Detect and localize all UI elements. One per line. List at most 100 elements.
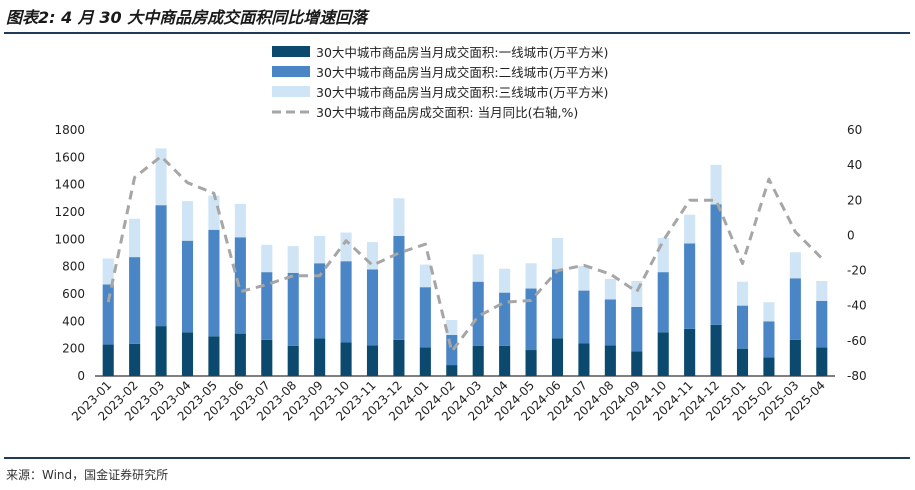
bar-tier3 [234, 203, 246, 238]
bar-tier2 [604, 299, 616, 346]
chart: 020040060080010001200140016001800-80-60-… [54, 45, 867, 424]
bar-tier3 [763, 302, 775, 322]
y2-tick-label: -20 [847, 264, 867, 278]
bar-tier3 [393, 198, 405, 236]
y-tick-label: 800 [62, 260, 85, 274]
bar-tier3 [446, 319, 458, 335]
bar-tier2 [499, 292, 511, 346]
y-tick-label: 1000 [54, 232, 85, 246]
bar-tier1 [234, 333, 246, 376]
bar-tier1 [446, 365, 458, 376]
bar-tier2 [419, 287, 431, 348]
bar-tier2 [314, 263, 326, 339]
y-tick-label: 200 [62, 342, 85, 356]
bar-tier3 [472, 254, 484, 282]
bar-tier3 [419, 264, 431, 288]
bar-tier1 [393, 339, 405, 376]
y-tick-label: 1600 [54, 150, 85, 164]
bar-tier1 [102, 344, 114, 376]
y2-tick-label: 0 [847, 228, 855, 242]
bar-tier3 [736, 281, 749, 306]
bar-tier1 [287, 345, 299, 376]
bar-tier1 [155, 326, 167, 376]
yoy-line [106, 154, 823, 353]
legend-swatch [272, 66, 310, 77]
bar-tier2 [472, 281, 484, 346]
legend-label: 30大中城市商品房当月成交面积:二线城市(万平方米) [316, 65, 608, 80]
bar-tier2 [129, 257, 141, 344]
bar-tier1 [366, 345, 379, 376]
bar-tier2 [816, 300, 828, 348]
bar-tier1 [710, 324, 722, 376]
bar-tier3 [208, 195, 220, 230]
bar-tier2 [789, 278, 801, 340]
bar-tier2 [261, 272, 273, 340]
bar-tier1 [604, 345, 616, 376]
bar-tier2 [155, 205, 167, 327]
bar-tier2 [287, 272, 299, 346]
bar-tier1 [551, 338, 564, 376]
bar-tier2 [631, 306, 643, 352]
bar-tier1 [657, 332, 669, 376]
bar-tier3 [684, 214, 696, 244]
bar-tier2 [525, 288, 537, 351]
legend-swatch [272, 46, 310, 57]
bar-tier1 [314, 338, 326, 376]
y2-tick-label: 40 [847, 158, 862, 172]
bar-tier2 [446, 335, 458, 366]
source-note: 来源：Wind，国金证券研究所 [6, 468, 169, 482]
bar-tier1 [419, 347, 431, 376]
bar-tier1 [340, 342, 352, 376]
bar-tier1 [684, 328, 696, 376]
bar-tier3 [816, 281, 828, 301]
bar-tier2 [657, 272, 669, 333]
bar-tier3 [129, 218, 141, 258]
bar-tier1 [631, 351, 643, 376]
bar-tier3 [657, 237, 669, 273]
bar-tier2 [684, 243, 696, 329]
bar-tier2 [578, 290, 590, 344]
bar-tier3 [499, 268, 511, 293]
bar-tier3 [314, 235, 326, 264]
bar-tier3 [181, 201, 194, 241]
bar-tier1 [129, 343, 141, 376]
y-tick-label: 400 [62, 314, 85, 328]
bar-tier1 [208, 336, 220, 376]
bar-tier3 [604, 278, 616, 300]
bar-tier3 [631, 281, 643, 307]
bar-tier3 [525, 263, 537, 289]
bar-tier3 [102, 258, 114, 285]
bar-tier1 [499, 345, 511, 376]
footer-rule [4, 457, 910, 459]
bar-tier2 [393, 235, 405, 340]
bar-tier1 [525, 350, 537, 376]
bar-tier2 [551, 269, 564, 339]
bar-tier3 [710, 164, 722, 205]
y2-tick-label: 60 [847, 123, 862, 137]
bar-tier1 [578, 343, 590, 376]
bar-tier3 [340, 232, 352, 262]
bar-tier3 [578, 265, 590, 291]
chart-title: 图表2: 4 月 30 大中商品房成交面积同比增速回落 [6, 8, 368, 27]
bar-tier1 [763, 357, 775, 376]
y-tick-label: 1800 [54, 123, 85, 137]
bar-tier1 [736, 348, 749, 376]
y-tick-label: 0 [77, 369, 85, 383]
y2-tick-label: -40 [847, 299, 867, 313]
bar-tier3 [261, 244, 273, 273]
bar-tier1 [789, 339, 801, 376]
bar-tier1 [816, 347, 828, 376]
bar-tier2 [102, 284, 114, 345]
bar-tier3 [789, 252, 801, 279]
title-rule [4, 32, 910, 34]
bar-tier2 [234, 237, 246, 334]
bar-tier2 [181, 240, 194, 333]
bar-tier2 [763, 321, 775, 358]
bar-tier1 [261, 339, 273, 376]
bar-tier3 [366, 242, 379, 270]
bar-tier2 [340, 261, 352, 343]
bar-tier2 [208, 229, 220, 337]
bar-tier2 [710, 204, 722, 325]
legend-swatch [272, 86, 310, 97]
legend-label: 30大中城市商品房当月成交面积:三线城市(万平方米) [316, 85, 608, 100]
